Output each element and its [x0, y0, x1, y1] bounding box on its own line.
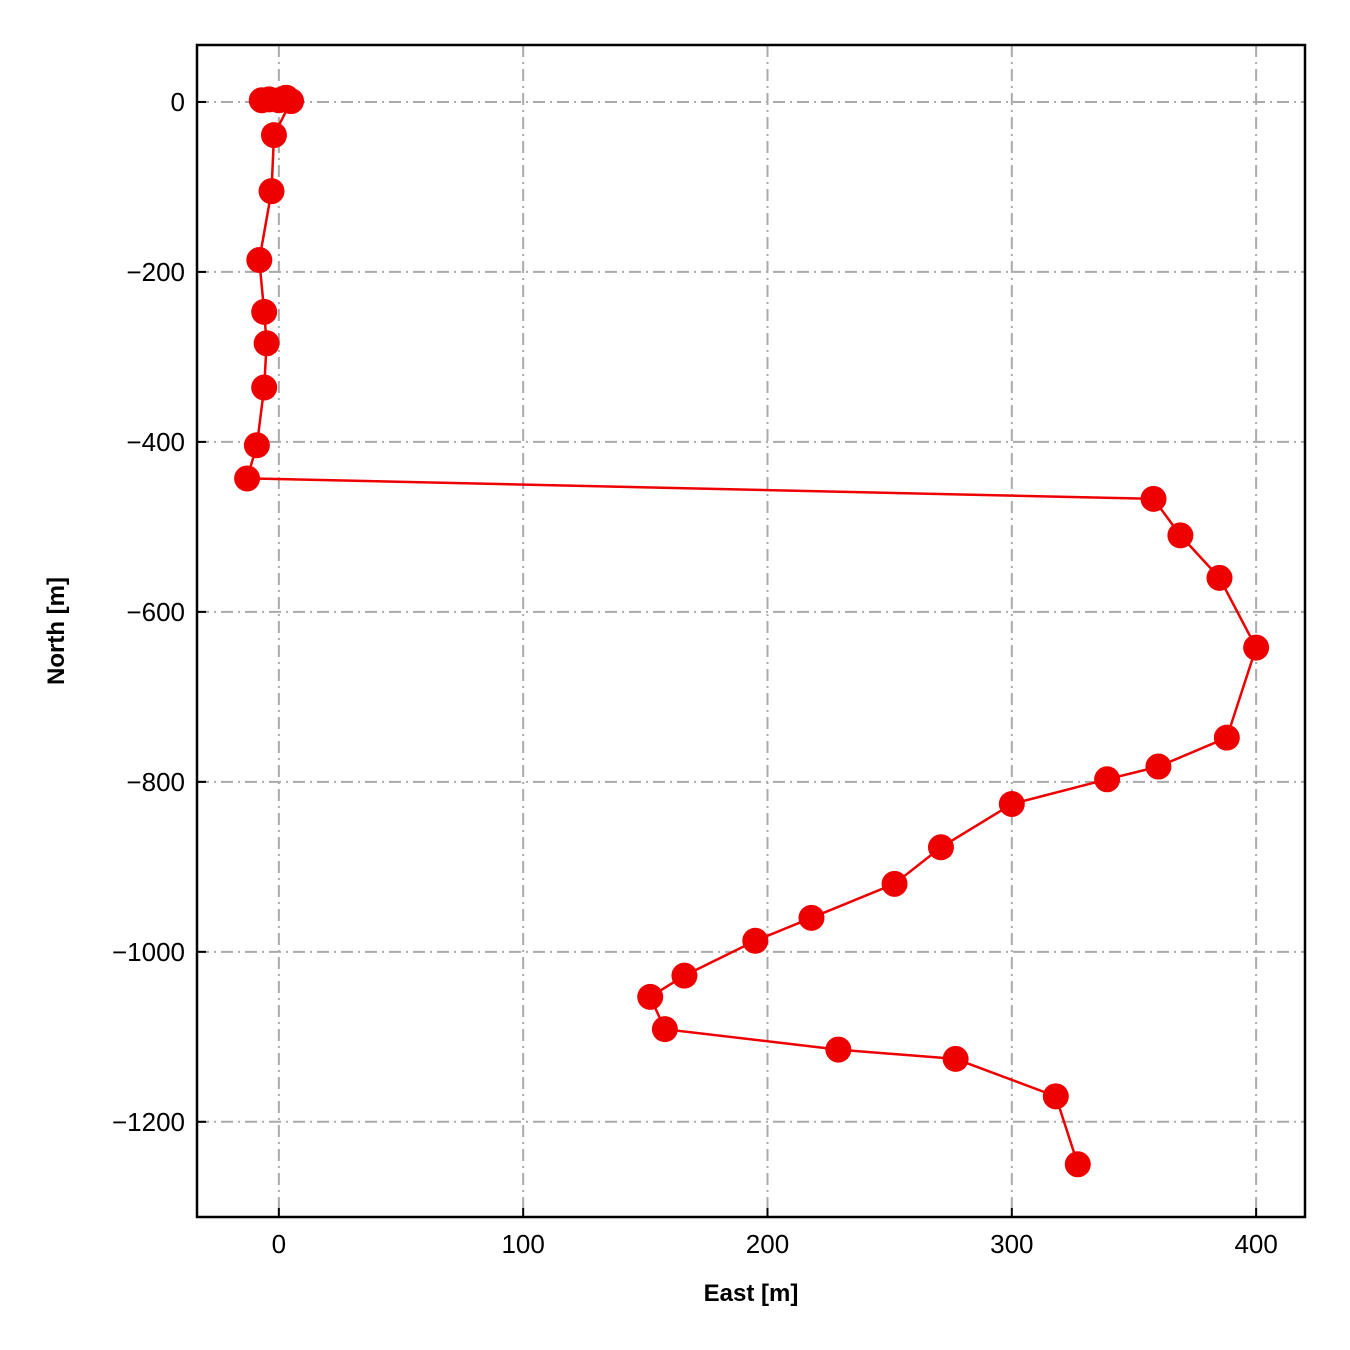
data-point: [942, 1045, 969, 1072]
data-point: [1243, 634, 1270, 661]
data-point: [998, 790, 1025, 817]
data-point: [798, 904, 825, 931]
data-point: [825, 1036, 852, 1063]
data-point: [234, 465, 261, 492]
plot-frame: [195, 43, 1307, 1219]
data-point: [742, 927, 769, 954]
x-tick-label: 300: [990, 1229, 1033, 1259]
data-point: [260, 122, 287, 149]
data-point: [671, 962, 698, 989]
data-point: [1145, 753, 1172, 780]
x-axis-label: East [m]: [704, 1280, 799, 1307]
data-point: [1206, 564, 1233, 591]
data-point: [246, 247, 273, 274]
data-point: [1042, 1083, 1069, 1110]
data-point: [1213, 724, 1240, 751]
data-point: [243, 432, 270, 459]
data-point: [253, 330, 280, 357]
data-point: [1167, 522, 1194, 549]
y-axis-label: North [m]: [43, 577, 70, 685]
data-point: [258, 178, 285, 205]
data-point: [1140, 485, 1167, 512]
tick-layer: 0 100 200 300 400 0 −200 −400 −600 −800 −1000 −1200: [112, 87, 1278, 1259]
y-tick-label: −400: [126, 427, 185, 457]
data-point: [927, 834, 954, 861]
data-point: [251, 298, 278, 325]
x-tick-label: 400: [1234, 1229, 1277, 1259]
data-point: [881, 870, 908, 897]
y-tick-label: −800: [126, 767, 185, 797]
grid-layer: [197, 45, 1305, 1217]
trajectory-line: [245, 96, 1258, 1165]
data-point: [251, 374, 278, 401]
data-point: [1094, 766, 1121, 793]
y-tick-label: −1200: [112, 1107, 185, 1137]
y-tick-label: −1000: [112, 937, 185, 967]
x-tick-label: 200: [746, 1229, 789, 1259]
y-tick-label: −200: [126, 257, 185, 287]
x-tick-label: 100: [501, 1229, 544, 1259]
data-point: [278, 88, 305, 115]
y-tick-label: −600: [126, 597, 185, 627]
y-tick-label: 0: [171, 87, 185, 117]
data-point: [651, 1016, 678, 1043]
data-point: [1064, 1151, 1091, 1178]
series-layer: [234, 84, 1270, 1178]
data-point: [637, 983, 664, 1010]
x-tick-label: 0: [272, 1229, 286, 1259]
